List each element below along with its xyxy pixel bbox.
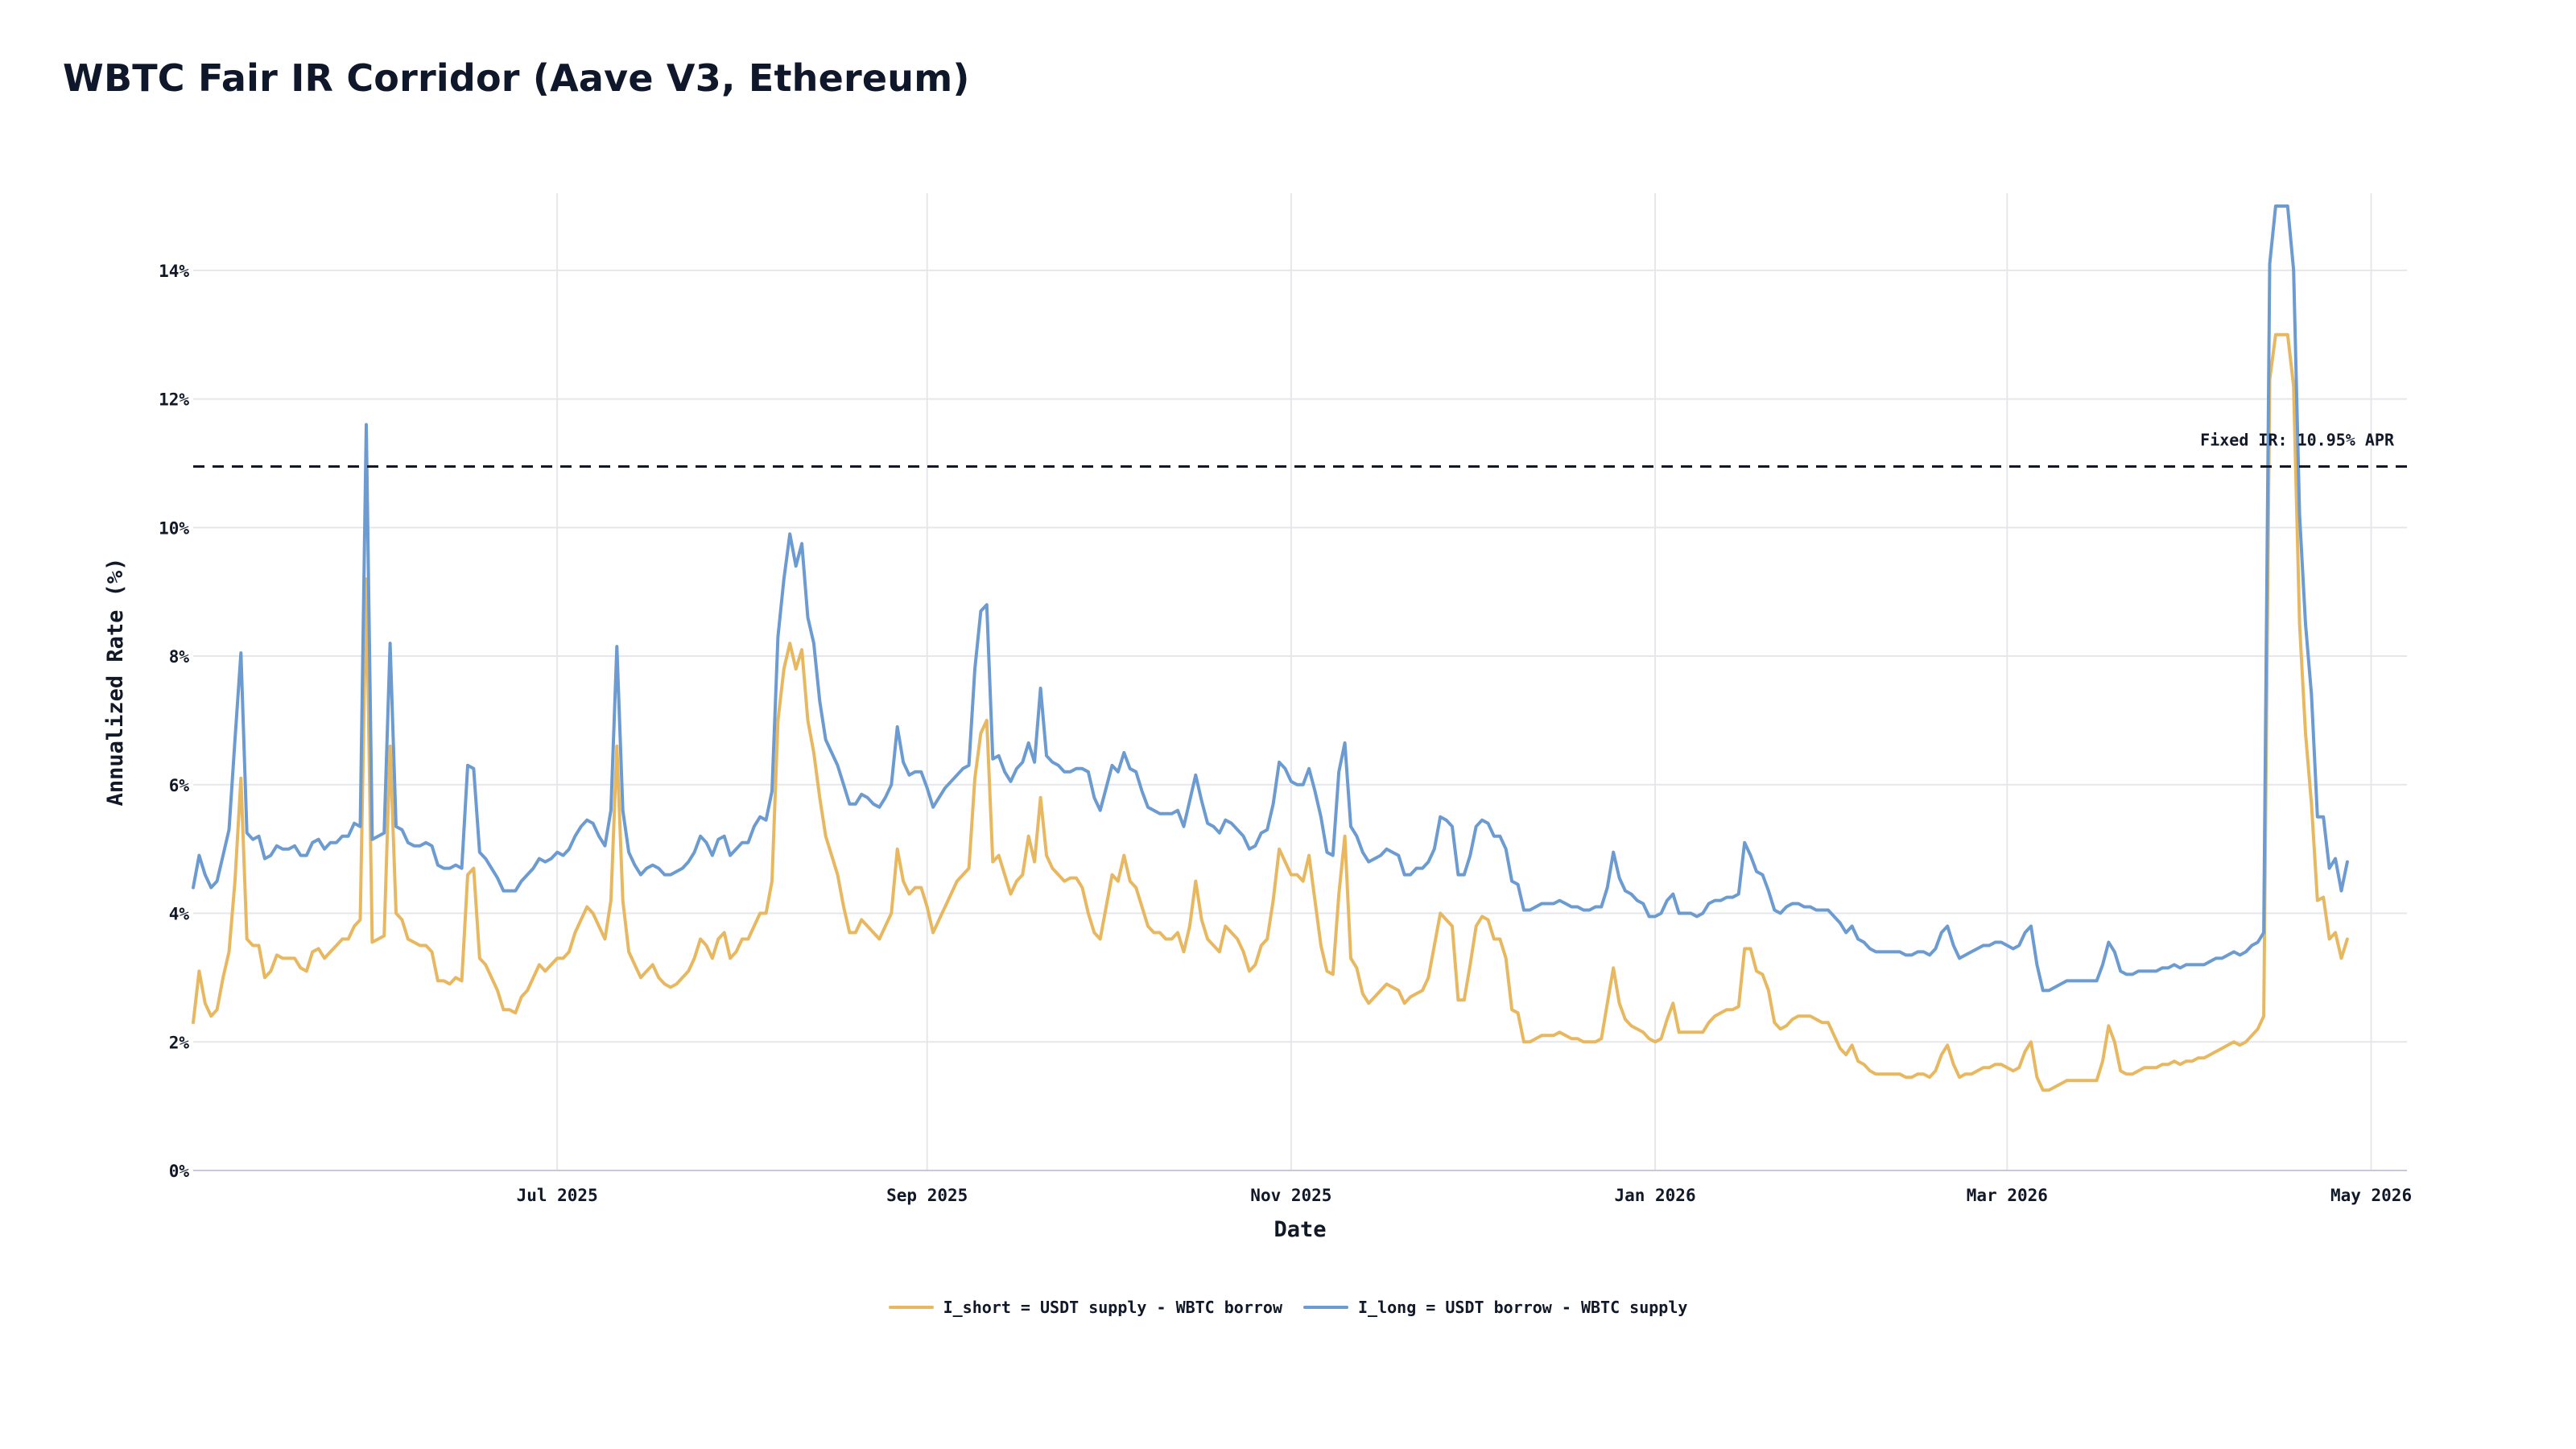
legend-label-long: I_long = USDT borrow - WBTC supply bbox=[1358, 1298, 1688, 1317]
y-gridlines bbox=[193, 269, 2407, 1043]
y-axis-ticks: 0% 2% 4% 6% 8% 10% 12% 14% bbox=[159, 262, 189, 1181]
x-tick-label: Jan 2026 bbox=[1614, 1186, 1695, 1205]
series-layer bbox=[192, 204, 2349, 1092]
y-tick-label: 10% bbox=[159, 518, 189, 538]
x-axis-label: Date bbox=[1274, 1217, 1326, 1242]
y-tick-label: 12% bbox=[159, 390, 189, 410]
legend-item-long[interactable]: I_long = USDT borrow - WBTC supply bbox=[1303, 1298, 1687, 1317]
legend-label-short: I_short = USDT supply - WBTC borrow bbox=[943, 1298, 1283, 1317]
legend-item-short[interactable]: I_short = USDT supply - WBTC borrow bbox=[888, 1298, 1283, 1317]
y-tick-label: 2% bbox=[169, 1033, 190, 1052]
legend-swatch-short bbox=[888, 1306, 934, 1309]
x-axis-ticks: Jul 2025 Sep 2025 Nov 2025 Jan 2026 Mar 2026… bbox=[517, 1186, 2413, 1205]
fixed-ir-annotation: Fixed IR: 10.95% APR bbox=[2200, 430, 2395, 449]
legend-swatch-long bbox=[1303, 1306, 1349, 1309]
x-gridlines bbox=[556, 193, 2372, 1170]
x-tick-label: Mar 2026 bbox=[1967, 1186, 2048, 1205]
series-line-short bbox=[192, 332, 2349, 1092]
chart-title: WBTC Fair IR Corridor (Aave V3, Ethereum… bbox=[63, 56, 970, 100]
x-tick-label: May 2026 bbox=[2330, 1186, 2412, 1205]
x-tick-label: Jul 2025 bbox=[517, 1186, 598, 1205]
y-tick-label: 8% bbox=[169, 647, 190, 667]
y-tick-label: 6% bbox=[169, 776, 190, 795]
x-tick-label: Nov 2025 bbox=[1250, 1186, 1331, 1205]
series-line-long bbox=[192, 204, 2349, 993]
y-axis-label: Annualized Rate (%) bbox=[103, 558, 128, 807]
legend: I_short = USDT supply - WBTC borrow I_lo… bbox=[0, 1298, 2576, 1317]
y-tick-label: 14% bbox=[159, 262, 189, 281]
y-tick-label: 4% bbox=[169, 905, 190, 924]
fixed-ir-layer: Fixed IR: 10.95% APR bbox=[193, 430, 2407, 468]
x-tick-label: Sep 2025 bbox=[886, 1186, 968, 1205]
y-tick-label: 0% bbox=[169, 1162, 190, 1181]
